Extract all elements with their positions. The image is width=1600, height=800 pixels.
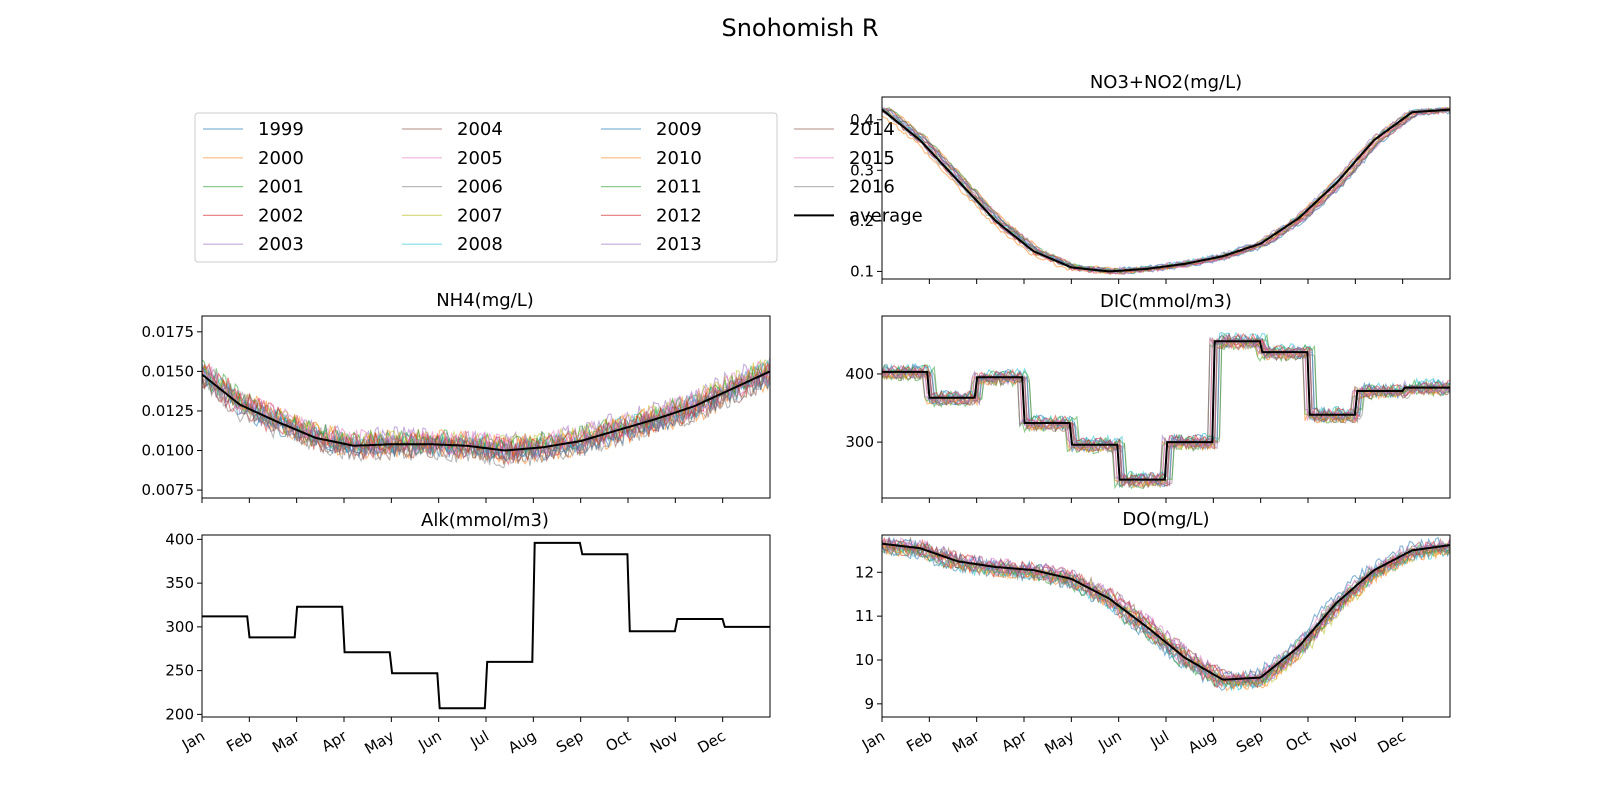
xtick-label-alk-Aug: Aug	[505, 727, 539, 757]
ytick-label-alk: 200	[165, 705, 194, 723]
legend-label-2001: 2001	[258, 177, 304, 198]
xtick-label-do-Dec: Dec	[1375, 727, 1409, 757]
xtick-label-alk-Oct: Oct	[603, 727, 635, 756]
xtick-label-do-May: May	[1041, 727, 1077, 758]
legend-label-2007: 2007	[457, 205, 503, 226]
xtick-label-alk-Feb: Feb	[223, 727, 255, 756]
panel-title-nh4: NH4(mg/L)	[436, 290, 534, 311]
panel-title-alk: Alk(mmol/m3)	[421, 510, 549, 531]
series-line-nh4-2015	[202, 360, 770, 455]
ytick-label-nh4: 0.0175	[142, 323, 195, 341]
legend-label-2011: 2011	[656, 177, 702, 198]
legend-label-2015: 2015	[849, 148, 895, 169]
ytick-label-nh4: 0.0075	[142, 481, 195, 499]
legend-label-2016: 2016	[849, 177, 895, 198]
panel-title-no3: NO3+NO2(mg/L)	[1090, 72, 1242, 93]
xtick-label-do-Feb: Feb	[903, 727, 935, 756]
legend-label-1999: 1999	[258, 119, 304, 140]
ytick-label-do: 11	[855, 607, 874, 625]
xtick-label-alk-Mar: Mar	[269, 726, 303, 756]
ytick-label-nh4: 0.0125	[142, 402, 195, 420]
panel-dic: DIC(mmol/m3) 300 400	[845, 291, 1451, 503]
axes-frame-do	[881, 534, 1451, 718]
panel-no3: NO3+NO2(mg/L) 0.1 0.2 0.3 0.4	[850, 72, 1451, 284]
xtick-label-do-Nov: Nov	[1327, 727, 1361, 757]
legend-label-2013: 2013	[656, 234, 702, 255]
legend-label-2000: 2000	[258, 148, 304, 169]
xtick-label-do-Jun: Jun	[1095, 727, 1125, 755]
series-line-nh4-2010	[202, 362, 770, 455]
series-line-do-average	[882, 542, 1450, 681]
axes-frame-no3	[881, 96, 1451, 280]
legend-label-2008: 2008	[457, 234, 503, 255]
xtick-label-do-Jan: Jan	[858, 727, 888, 755]
panel-nh4: NH4(mg/L) 0.0075 0.0100 0.0125 0.0150 0.0175	[142, 290, 771, 503]
ytick-label-nh4: 0.0100	[142, 442, 195, 460]
legend-label-2010: 2010	[656, 148, 702, 169]
ytick-label-dic: 400	[845, 365, 874, 383]
xtick-label-do-Sep: Sep	[1233, 727, 1266, 757]
xtick-label-alk-Jan: Jan	[178, 727, 208, 755]
ytick-label-no3: 0.4	[850, 111, 874, 129]
axes-frame-nh4	[201, 315, 771, 499]
xtick-label-do-Oct: Oct	[1283, 727, 1315, 756]
legend: 1999 2000 2001 2002 2003 2004 2005 2006 2007 2008…	[194, 112, 923, 263]
ytick-label-do: 10	[855, 651, 874, 669]
legend-label-2004: 2004	[457, 119, 503, 140]
legend-frame	[194, 112, 778, 263]
ytick-label-nh4: 0.0150	[142, 362, 195, 380]
xtick-label-alk-Jul: Jul	[466, 727, 492, 752]
series-line-nh4-average	[202, 370, 770, 452]
series-line-do-2016	[882, 544, 1450, 689]
ytick-label-no3: 0.2	[850, 212, 874, 230]
series-line-dic-2016	[882, 337, 1450, 487]
panel-alk: Alk(mmol/m3) 200 250 300 350 400 Jan Feb Mar Apr…	[165, 510, 771, 758]
series-line-dic-2004	[882, 335, 1450, 486]
axes-frame-dic	[881, 315, 1451, 499]
xtick-label-do-Apr: Apr	[999, 726, 1031, 755]
xtick-label-do-Aug: Aug	[1185, 727, 1219, 757]
figure-title: Snohomish R	[721, 14, 878, 42]
ytick-label-alk: 300	[165, 618, 194, 636]
legend-label-2009: 2009	[656, 119, 702, 140]
legend-label-2002: 2002	[258, 205, 304, 226]
ytick-label-dic: 300	[845, 433, 874, 451]
xtick-label-alk-Jun: Jun	[415, 727, 445, 755]
panel-do: DO(mg/L) 9 10 11 12 Jan Feb Mar Apr May Jun Jul Aug…	[855, 509, 1451, 758]
legend-label-2014: 2014	[849, 119, 895, 140]
xtick-label-alk-Nov: Nov	[647, 727, 681, 757]
ytick-label-no3: 0.1	[850, 262, 874, 280]
ytick-label-alk: 400	[165, 530, 194, 548]
xtick-label-do-Jul: Jul	[1146, 727, 1172, 752]
series-line-dic-average	[882, 340, 1450, 481]
xtick-label-alk-Apr: Apr	[319, 726, 351, 755]
legend-label-average: average	[849, 205, 923, 226]
series-line-alk-average	[202, 541, 770, 710]
xtick-label-do-Mar: Mar	[949, 726, 983, 756]
ytick-label-do: 12	[855, 563, 874, 581]
legend-label-2005: 2005	[457, 148, 503, 169]
xtick-label-alk-Dec: Dec	[695, 727, 729, 757]
panel-title-dic: DIC(mmol/m3)	[1100, 291, 1232, 312]
axes-frame-alk	[201, 534, 771, 718]
ytick-label-alk: 250	[165, 662, 194, 680]
legend-label-2006: 2006	[457, 177, 503, 198]
ytick-label-do: 9	[864, 695, 874, 713]
series-line-dic-2015	[882, 336, 1450, 487]
legend-label-2003: 2003	[258, 234, 304, 255]
xtick-label-alk-May: May	[361, 727, 397, 758]
series-line-nh4-2016	[202, 370, 770, 469]
xtick-label-alk-Sep: Sep	[553, 727, 586, 757]
series-line-no3-average	[882, 108, 1450, 273]
ytick-label-no3: 0.3	[850, 161, 874, 179]
ytick-label-alk: 350	[165, 574, 194, 592]
panel-title-do: DO(mg/L)	[1122, 509, 1209, 530]
legend-label-2012: 2012	[656, 205, 702, 226]
